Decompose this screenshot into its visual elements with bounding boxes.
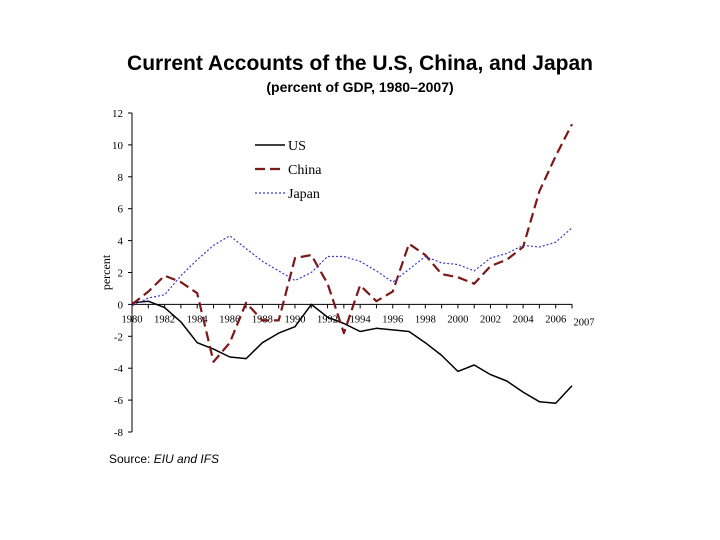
x-tick-label: 2004 bbox=[513, 314, 535, 325]
y-tick-label: -2 bbox=[114, 331, 123, 343]
legend-label-japan: Japan bbox=[288, 187, 320, 202]
series-group bbox=[131, 123, 573, 405]
x-tick-label: 1982 bbox=[154, 314, 175, 325]
y-tick-label: 4 bbox=[118, 236, 124, 248]
x-tick-label: 1998 bbox=[415, 314, 436, 325]
source-note: Source: EIU and IFS bbox=[109, 452, 219, 466]
x-tick-label: 1984 bbox=[187, 314, 209, 325]
series-line-china bbox=[131, 123, 573, 363]
y-tick-label: 10 bbox=[112, 140, 124, 152]
x-tick-label: 1980 bbox=[122, 314, 143, 325]
legend-label-us: US bbox=[288, 139, 306, 154]
y-tick-label: 2 bbox=[118, 268, 124, 280]
y-tick-label: 0 bbox=[118, 299, 124, 311]
y-tick-label: -6 bbox=[114, 395, 124, 407]
y-tick-label: -8 bbox=[114, 427, 124, 439]
chart-subtitle: (percent of GDP, 1980–2007) bbox=[266, 79, 454, 95]
source-label: Source: bbox=[109, 452, 151, 466]
y-tick-label: -4 bbox=[114, 363, 124, 375]
x-tick-label: 1990 bbox=[284, 314, 305, 325]
x-tick-label: 2002 bbox=[480, 314, 501, 325]
x-tick-label: 1996 bbox=[382, 314, 403, 325]
legend: US China Japan bbox=[255, 139, 322, 202]
source-value: EIU and IFS bbox=[153, 452, 220, 466]
x-tick-label: 2000 bbox=[447, 314, 468, 325]
chart-title: Current Accounts of the U.S, China, and … bbox=[127, 52, 593, 75]
y-tick-label: 12 bbox=[112, 108, 123, 120]
y-tick-label: 8 bbox=[118, 172, 124, 184]
y-tick-label: 6 bbox=[118, 204, 124, 216]
series-line-us bbox=[131, 300, 573, 405]
x-tick-label: 1986 bbox=[219, 314, 240, 325]
x-tick-label: 1992 bbox=[317, 314, 338, 325]
x-tick-label: 1994 bbox=[350, 314, 372, 325]
x-tick-label: 2006 bbox=[545, 314, 566, 325]
legend-label-china: China bbox=[288, 163, 322, 178]
x-tick-label: 2007 bbox=[574, 317, 595, 328]
y-axis-label: percent bbox=[99, 254, 113, 290]
series-line-japan bbox=[131, 227, 573, 307]
